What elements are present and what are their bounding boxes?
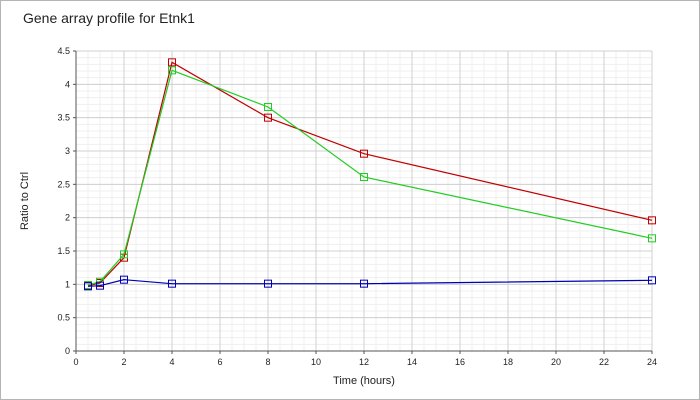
series-2-point bbox=[120, 250, 128, 259]
series-3-point bbox=[120, 275, 128, 284]
y-tick-label: 3 bbox=[65, 146, 70, 156]
y-tick-label: 4 bbox=[65, 79, 70, 89]
y-tick-label: 0 bbox=[65, 346, 70, 356]
series-3-point bbox=[168, 279, 176, 288]
series-2-point bbox=[168, 66, 176, 75]
y-tick-label: 0.5 bbox=[57, 313, 70, 323]
x-tick-label: 0 bbox=[73, 357, 78, 367]
x-tick-label: 24 bbox=[647, 357, 657, 367]
series-1-point bbox=[360, 149, 368, 158]
y-tick-label: 3.5 bbox=[57, 113, 70, 123]
series-line-1 bbox=[87, 61, 653, 287]
series-2-point bbox=[360, 173, 368, 181]
series-1-point bbox=[168, 58, 176, 67]
series-3-point bbox=[96, 281, 104, 290]
series-1-point bbox=[264, 113, 272, 122]
chart-title: Gene array profile for Etnk1 bbox=[23, 10, 195, 26]
y-axis-label: Ratio to Ctrl bbox=[19, 172, 31, 230]
y-tick-label: 1 bbox=[65, 279, 70, 289]
x-tick-label: 2 bbox=[121, 357, 126, 367]
x-axis-label: Time (hours) bbox=[333, 375, 395, 387]
y-tick-label: 2.5 bbox=[57, 179, 70, 189]
y-tick-label: 2 bbox=[65, 213, 70, 223]
series-3-point bbox=[360, 279, 368, 288]
series-1-point bbox=[648, 216, 656, 225]
x-tick-label: 10 bbox=[311, 357, 321, 367]
series-2-point bbox=[648, 234, 656, 243]
x-tick-label: 8 bbox=[265, 357, 270, 367]
x-tick-label: 12 bbox=[359, 357, 369, 367]
x-tick-label: 16 bbox=[455, 357, 465, 367]
x-tick-label: 18 bbox=[503, 357, 513, 367]
series-line-3 bbox=[87, 279, 653, 287]
x-tick-label: 14 bbox=[407, 357, 417, 367]
series-2-point bbox=[264, 103, 272, 111]
y-tick-label: 4.5 bbox=[57, 46, 70, 56]
x-tick-label: 4 bbox=[169, 357, 174, 367]
x-tick-label: 6 bbox=[217, 357, 222, 367]
y-tick-label: 1.5 bbox=[57, 246, 70, 256]
series-3-point bbox=[84, 282, 92, 291]
series-3-point bbox=[648, 276, 656, 285]
x-tick-label: 20 bbox=[551, 357, 561, 367]
series-3-point bbox=[264, 279, 272, 288]
x-tick-label: 22 bbox=[599, 357, 609, 367]
